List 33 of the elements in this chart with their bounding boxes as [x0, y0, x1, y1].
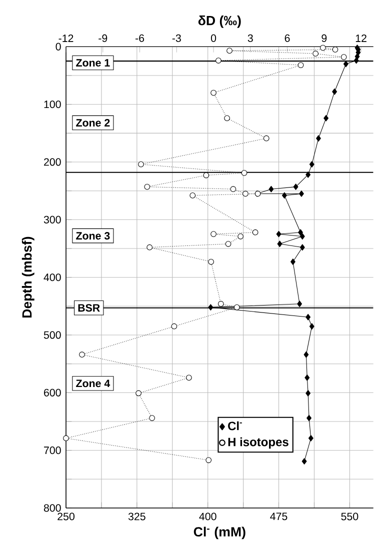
x2-tick-label: 6	[284, 34, 290, 42]
y-tick-label: 800	[44, 504, 61, 512]
x2-tick-label: -9	[98, 34, 108, 42]
y-tick-label: 0	[56, 42, 61, 50]
x2-tick-label: 3	[248, 34, 253, 42]
x-tick-label: 250	[58, 512, 74, 520]
y-axis-title: Depth (mbsf)	[22, 236, 34, 318]
y-tick-label: 700	[44, 446, 61, 454]
y-tick-label: 300	[44, 216, 61, 224]
annotation: Zone 1	[76, 59, 110, 67]
x2-tick-label: -12	[58, 34, 74, 42]
x-tick-label: 475	[270, 512, 288, 520]
y-tick-label: 400	[44, 274, 61, 282]
x2-tick-label: 0	[210, 34, 216, 42]
x2-tick-label: -3	[172, 34, 181, 42]
ref-line-label: BSR	[78, 304, 100, 312]
x-tick-label: 325	[128, 512, 146, 520]
x2-axis-title: δD (‰)	[198, 15, 241, 28]
legend-label: Cl$^{-}$	[228, 421, 242, 430]
annotation: Zone 4	[76, 380, 110, 388]
legend-label: H isotopes	[228, 437, 288, 449]
x-axis-title: Cl$^{-}$ (mM)	[194, 526, 246, 540]
y-tick-label: 200	[44, 158, 61, 166]
y-tick-label: 100	[44, 100, 61, 108]
x-tick-label: 400	[199, 512, 216, 520]
x2-tick-label: 12	[356, 34, 366, 42]
y-tick-label: 600	[44, 388, 61, 396]
y-tick-label: 500	[44, 331, 61, 339]
x2-tick-label: -6	[135, 34, 144, 42]
x-tick-label: 550	[341, 512, 358, 520]
x2-tick-label: 9	[322, 34, 327, 42]
annotation: Zone 2	[76, 119, 110, 127]
annotation: Zone 3	[76, 232, 110, 240]
